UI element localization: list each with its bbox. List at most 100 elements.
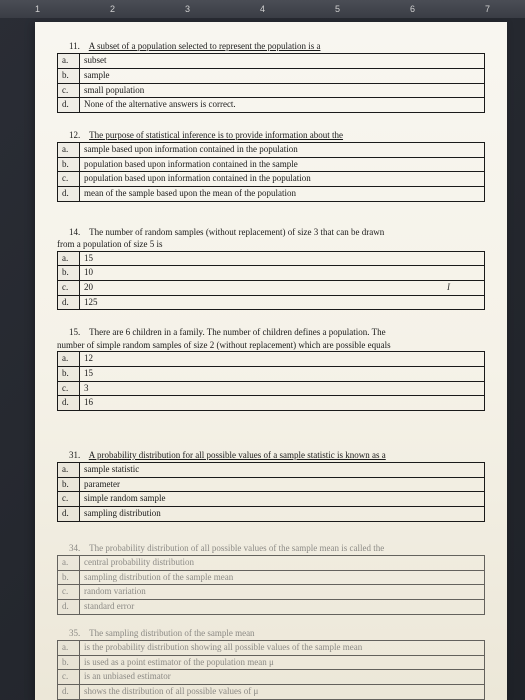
option-letter: c.: [58, 381, 80, 396]
option-text: None of the alternative answers is corre…: [80, 98, 485, 113]
option-text: 20I: [80, 280, 485, 295]
question-prompt: 11. A subset of a population selected to…: [57, 40, 485, 52]
table-row: b.sample: [58, 68, 485, 83]
option-letter: c.: [58, 280, 80, 295]
table-row: d.standard error: [58, 600, 485, 615]
question-prompt-line2: from a population of size 5 is: [57, 239, 485, 251]
option-text: 15: [80, 366, 485, 381]
option-letter: a.: [58, 143, 80, 158]
option-letter: a.: [58, 352, 80, 367]
question-number: 12.: [69, 129, 87, 141]
option-letter: b.: [58, 157, 80, 172]
options-table: a.sample based upon information containe…: [57, 142, 485, 202]
option-letter: b.: [58, 366, 80, 381]
table-row: d.16: [58, 396, 485, 411]
option-text: 10: [80, 266, 485, 281]
options-table: a.12 b.15 c.3 d.16: [57, 351, 485, 411]
question-prompt-line2: number of simple random samples of size …: [57, 340, 485, 352]
option-letter: d.: [58, 684, 80, 699]
option-letter: c.: [58, 670, 80, 685]
question-prompt-text: The sampling distribution of the sample …: [89, 628, 254, 638]
question-11: 11. A subset of a population selected to…: [57, 40, 485, 113]
option-letter: b.: [58, 477, 80, 492]
question-prompt-text: The probability distribution of all poss…: [89, 543, 384, 553]
table-row: c.random variation: [58, 585, 485, 600]
question-prompt: 14. The number of random samples (withou…: [57, 226, 485, 238]
question-number: 11.: [69, 40, 87, 52]
option-letter: c.: [58, 492, 80, 507]
question-35: 35. The sampling distribution of the sam…: [57, 627, 485, 700]
table-row: d.125: [58, 295, 485, 310]
table-row: c.population based upon information cont…: [58, 172, 485, 187]
question-prompt-text: There are 6 children in a family. The nu…: [89, 327, 385, 337]
question-prompt: 12. The purpose of statistical inference…: [57, 129, 485, 141]
option-letter: b.: [58, 266, 80, 281]
table-row: c.is an unbiased estimator: [58, 670, 485, 685]
option-letter: a.: [58, 463, 80, 478]
option-letter: c.: [58, 83, 80, 98]
option-text: subset: [80, 54, 485, 69]
question-prompt-text: A probability distribution for all possi…: [89, 450, 386, 460]
question-prompt: 35. The sampling distribution of the sam…: [57, 627, 485, 639]
text-cursor-icon: I: [447, 282, 450, 294]
question-number: 31.: [69, 449, 87, 461]
table-row: b.population based upon information cont…: [58, 157, 485, 172]
options-table: a.central probability distribution b.sam…: [57, 555, 485, 615]
option-letter: d.: [58, 600, 80, 615]
ruler-bar: 1 2 3 4 5 6 7: [0, 0, 525, 18]
option-text: is used as a point estimator of the popu…: [80, 655, 485, 670]
table-row: c.small population: [58, 83, 485, 98]
option-text: mean of the sample based upon the mean o…: [80, 187, 485, 202]
option-letter: d.: [58, 507, 80, 522]
option-text: sample statistic: [80, 463, 485, 478]
ruler-mark: 3: [185, 4, 190, 14]
options-table: a.15 b.10 c.20I d.125: [57, 251, 485, 311]
question-number: 34.: [69, 542, 87, 554]
ruler-mark: 5: [335, 4, 340, 14]
option-letter: b.: [58, 570, 80, 585]
option-text: sample: [80, 68, 485, 83]
table-row: a.12: [58, 352, 485, 367]
option-letter: a.: [58, 54, 80, 69]
table-row: c.3: [58, 381, 485, 396]
option-letter: d.: [58, 396, 80, 411]
option-letter: d.: [58, 295, 80, 310]
option-letter: b.: [58, 655, 80, 670]
option-text: sample based upon information contained …: [80, 143, 485, 158]
question-prompt-text: The number of random samples (without re…: [89, 227, 384, 237]
options-table: a.subset b.sample c.small population d.N…: [57, 53, 485, 113]
question-prompt-text: A subset of a population selected to rep…: [89, 41, 321, 51]
option-text: simple random sample: [80, 492, 485, 507]
ruler-mark: 4: [260, 4, 265, 14]
question-15: 15. There are 6 children in a family. Th…: [57, 326, 485, 411]
option-letter: a.: [58, 640, 80, 655]
option-text: parameter: [80, 477, 485, 492]
option-text: small population: [80, 83, 485, 98]
option-text: is an unbiased estimator: [80, 670, 485, 685]
table-row: d.None of the alternative answers is cor…: [58, 98, 485, 113]
option-text: sampling distribution of the sample mean: [80, 570, 485, 585]
ruler-mark: 1: [35, 4, 40, 14]
table-row: d.mean of the sample based upon the mean…: [58, 187, 485, 202]
question-34: 34. The probability distribution of all …: [57, 542, 485, 615]
option-text: 125: [80, 295, 485, 310]
question-prompt: 34. The probability distribution of all …: [57, 542, 485, 554]
option-text: 16: [80, 396, 485, 411]
option-text: 12: [80, 352, 485, 367]
ruler-mark: 2: [110, 4, 115, 14]
option-letter: c.: [58, 172, 80, 187]
table-row: a.central probability distribution: [58, 555, 485, 570]
table-row: a.subset: [58, 54, 485, 69]
question-31: 31. A probability distribution for all p…: [57, 449, 485, 522]
option-letter: a.: [58, 251, 80, 266]
table-row: b.sampling distribution of the sample me…: [58, 570, 485, 585]
option-text: shows the distribution of all possible v…: [80, 684, 485, 699]
option-letter: b.: [58, 68, 80, 83]
option-text: random variation: [80, 585, 485, 600]
option-text: is the probability distribution showing …: [80, 640, 485, 655]
option-text: 15: [80, 251, 485, 266]
table-row: a.15: [58, 251, 485, 266]
option-text: 3: [80, 381, 485, 396]
option-text: population based upon information contai…: [80, 157, 485, 172]
table-row: a.sample based upon information containe…: [58, 143, 485, 158]
